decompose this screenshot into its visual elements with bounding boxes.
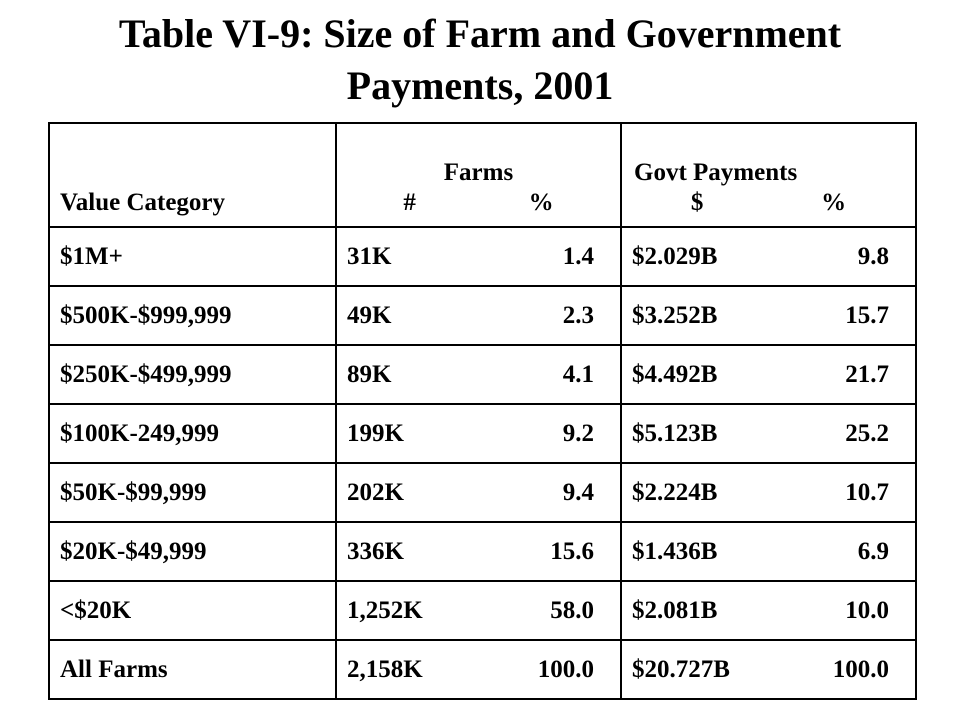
table-row: $20K-$49,999 336K 15.6 $1.436B 6.9: [48, 521, 917, 582]
farms-count: 1,252K: [347, 596, 423, 624]
payments-amount: $4.492B: [632, 360, 718, 388]
category-text: $50K-$99,999: [60, 478, 207, 506]
title-line-1: Table VI-9: Size of Farm and Government: [118, 11, 842, 56]
farms-pct: 9.2: [562, 419, 594, 447]
row-farms: 89K 4.1: [335, 344, 622, 405]
farms-pct: 15.6: [550, 537, 594, 565]
farms-count: 199K: [347, 419, 404, 447]
payments-amount: $2.081B: [632, 596, 718, 624]
farms-count: 336K: [347, 537, 404, 565]
farms-count: 31K: [347, 242, 392, 270]
payments-pct: 15.7: [845, 301, 889, 329]
header-farms: Farms # %: [335, 122, 622, 228]
row-payments: $5.123B 25.2: [620, 403, 917, 464]
row-payments: $2.081B 10.0: [620, 580, 917, 641]
row-category: $50K-$99,999: [48, 462, 337, 523]
table-row: $500K-$999,999 49K 2.3 $3.252B 15.7: [48, 285, 917, 346]
payments-pct: 100.0: [832, 655, 889, 683]
row-farms: 202K 9.4: [335, 462, 622, 523]
category-text: All Farms: [60, 655, 168, 683]
category-text: <$20K: [60, 596, 132, 624]
table-row: <$20K 1,252K 58.0 $2.081B 10.0: [48, 580, 917, 641]
farms-count: 2,158K: [347, 655, 423, 683]
farm-payments-table: Value Category Farms # % Govt Payments $…: [48, 122, 917, 700]
header-payments-amount: $: [690, 189, 704, 216]
table-row: $50K-$99,999 202K 9.4 $2.224B 10.7: [48, 462, 917, 523]
category-text: $100K-249,999: [60, 419, 220, 447]
row-payments: $3.252B 15.7: [620, 285, 917, 346]
farms-pct: 2.3: [562, 301, 594, 329]
payments-amount: $2.029B: [632, 242, 718, 270]
farms-pct: 58.0: [550, 596, 594, 624]
payments-pct: 10.7: [845, 478, 889, 506]
row-farms: 1,252K 58.0: [335, 580, 622, 641]
table-header-row: Value Category Farms # % Govt Payments $…: [48, 122, 917, 228]
payments-pct: 25.2: [845, 419, 889, 447]
row-category: $500K-$999,999: [48, 285, 337, 346]
header-category-label: Value Category: [60, 189, 226, 216]
row-farms: 199K 9.2: [335, 403, 622, 464]
farms-count: 89K: [347, 360, 392, 388]
row-payments: $20.727B 100.0: [620, 639, 917, 700]
payments-amount: $20.727B: [632, 655, 730, 683]
category-text: $20K-$49,999: [60, 537, 207, 565]
row-payments: $1.436B 6.9: [620, 521, 917, 582]
header-farms-count: #: [403, 189, 416, 216]
row-farms: 31K 1.4: [335, 226, 622, 287]
payments-amount: $3.252B: [632, 301, 718, 329]
row-farms: 49K 2.3: [335, 285, 622, 346]
title-line-2: Payments, 2001: [346, 63, 614, 108]
row-category: All Farms: [48, 639, 337, 700]
row-payments: $4.492B 21.7: [620, 344, 917, 405]
row-category: $250K-$499,999: [48, 344, 337, 405]
farms-count: 202K: [347, 478, 404, 506]
row-category: <$20K: [48, 580, 337, 641]
row-farms: 336K 15.6: [335, 521, 622, 582]
row-payments: $2.029B 9.8: [620, 226, 917, 287]
table-row: $100K-249,999 199K 9.2 $5.123B 25.2: [48, 403, 917, 464]
header-payments-pct: %: [821, 189, 847, 216]
payments-pct: 9.8: [857, 242, 889, 270]
payments-pct: 10.0: [845, 596, 889, 624]
row-category: $100K-249,999: [48, 403, 337, 464]
category-text: $500K-$999,999: [60, 301, 232, 329]
table-row: All Farms 2,158K 100.0 $20.727B 100.0: [48, 639, 917, 700]
row-farms: 2,158K 100.0: [335, 639, 622, 700]
payments-amount: $1.436B: [632, 537, 718, 565]
payments-pct: 6.9: [857, 537, 889, 565]
row-payments: $2.224B 10.7: [620, 462, 917, 523]
farms-pct: 4.1: [562, 360, 594, 388]
payments-amount: $5.123B: [632, 419, 718, 447]
header-govt-payments: Govt Payments $ %: [620, 122, 917, 228]
farms-pct: 100.0: [537, 655, 594, 683]
slide-title: Table VI-9: Size of Farm and Government …: [0, 8, 960, 112]
header-farms-label: Farms: [443, 159, 514, 186]
table-row: $1M+ 31K 1.4 $2.029B 9.8: [48, 226, 917, 287]
payments-amount: $2.224B: [632, 478, 718, 506]
category-text: $1M+: [60, 242, 123, 270]
header-value-category: Value Category: [48, 122, 337, 228]
header-farms-pct: %: [528, 189, 554, 216]
row-category: $1M+: [48, 226, 337, 287]
row-category: $20K-$49,999: [48, 521, 337, 582]
table-row: $250K-$499,999 89K 4.1 $4.492B 21.7: [48, 344, 917, 405]
farms-pct: 1.4: [562, 242, 594, 270]
header-payments-label: Govt Payments: [634, 159, 798, 186]
farms-count: 49K: [347, 301, 392, 329]
payments-pct: 21.7: [845, 360, 889, 388]
category-text: $250K-$499,999: [60, 360, 232, 388]
farms-pct: 9.4: [562, 478, 594, 506]
